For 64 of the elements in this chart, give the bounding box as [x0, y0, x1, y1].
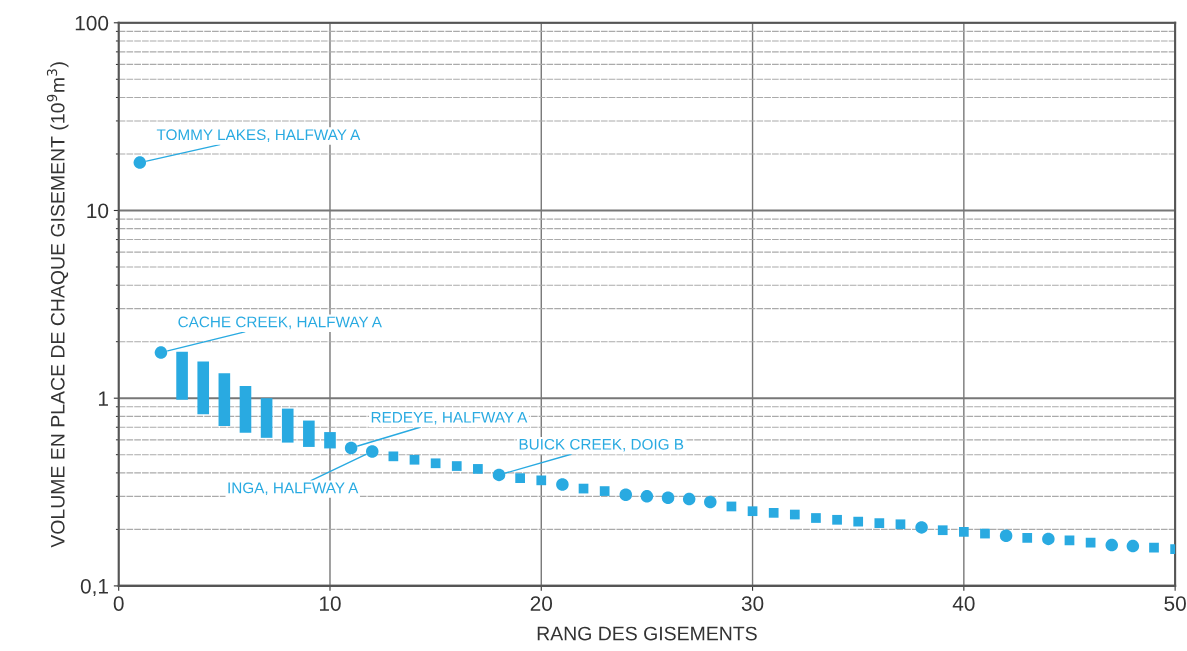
- point: [958, 527, 969, 537]
- point: [473, 464, 483, 474]
- point: [789, 509, 800, 520]
- bar: [281, 408, 294, 443]
- point: [430, 458, 441, 469]
- point: [747, 506, 758, 517]
- x-axis-title: RANG DES GISEMENTS: [537, 626, 757, 641]
- point: [1042, 532, 1055, 546]
- point: [388, 451, 399, 462]
- y-tick-label: 1: [98, 391, 108, 406]
- point: [154, 346, 168, 359]
- point: [811, 513, 821, 523]
- point: [409, 454, 420, 465]
- point: [937, 525, 948, 536]
- point: [536, 475, 547, 486]
- point: [1105, 538, 1118, 552]
- annotation: TOMMY LAKES, HALFWAY A: [156, 129, 361, 142]
- point: [915, 521, 928, 534]
- x-tick-label: 10: [319, 596, 341, 611]
- point: [344, 441, 358, 455]
- bar: [303, 420, 315, 447]
- annotation: INGA, HALFWAY A: [228, 482, 359, 496]
- annotation: BUICK CREEK, DOIG B: [519, 438, 684, 452]
- point: [999, 529, 1013, 542]
- point: [1064, 535, 1075, 546]
- point: [515, 473, 525, 484]
- annotation: REDEYE, HALFWAY A: [371, 412, 528, 425]
- point: [1126, 539, 1140, 553]
- point: [451, 461, 462, 471]
- point: [1149, 542, 1159, 553]
- bar: [239, 386, 252, 433]
- point: [704, 495, 717, 509]
- bar: [324, 432, 336, 449]
- x-tick-label: 20: [530, 596, 553, 611]
- point: [682, 492, 696, 506]
- point: [1085, 537, 1096, 548]
- point: [492, 468, 506, 482]
- point: [133, 156, 147, 169]
- x-tick-label: 30: [741, 596, 764, 611]
- y-tick-label: 100: [75, 15, 109, 31]
- point: [768, 507, 779, 518]
- bar: [218, 373, 231, 427]
- bar: [197, 361, 210, 415]
- point: [895, 519, 906, 530]
- annotation: CACHE CREEK, HALFWAY A: [178, 316, 382, 330]
- point: [1022, 533, 1033, 543]
- point: [853, 516, 864, 527]
- point: [556, 478, 569, 491]
- point: [640, 490, 654, 503]
- point: [619, 488, 633, 501]
- y-tick-label: 10: [87, 203, 109, 219]
- y-axis-title: VOLUME EN PLACE DE CHAQUE GISEMENT (10$^{9}$m$^{3}$): [46, 62, 69, 548]
- y-tick-label: 0,1: [80, 578, 108, 597]
- point: [599, 486, 610, 496]
- point: [365, 445, 379, 458]
- point: [980, 528, 990, 539]
- point: [661, 491, 675, 504]
- x-tick-label: 50: [1164, 596, 1186, 611]
- bar: [260, 398, 273, 438]
- point: [874, 518, 885, 528]
- point: [832, 514, 842, 525]
- x-tick-label: 40: [952, 596, 975, 611]
- x-tick-label: 0: [113, 596, 124, 611]
- bar: [176, 351, 188, 400]
